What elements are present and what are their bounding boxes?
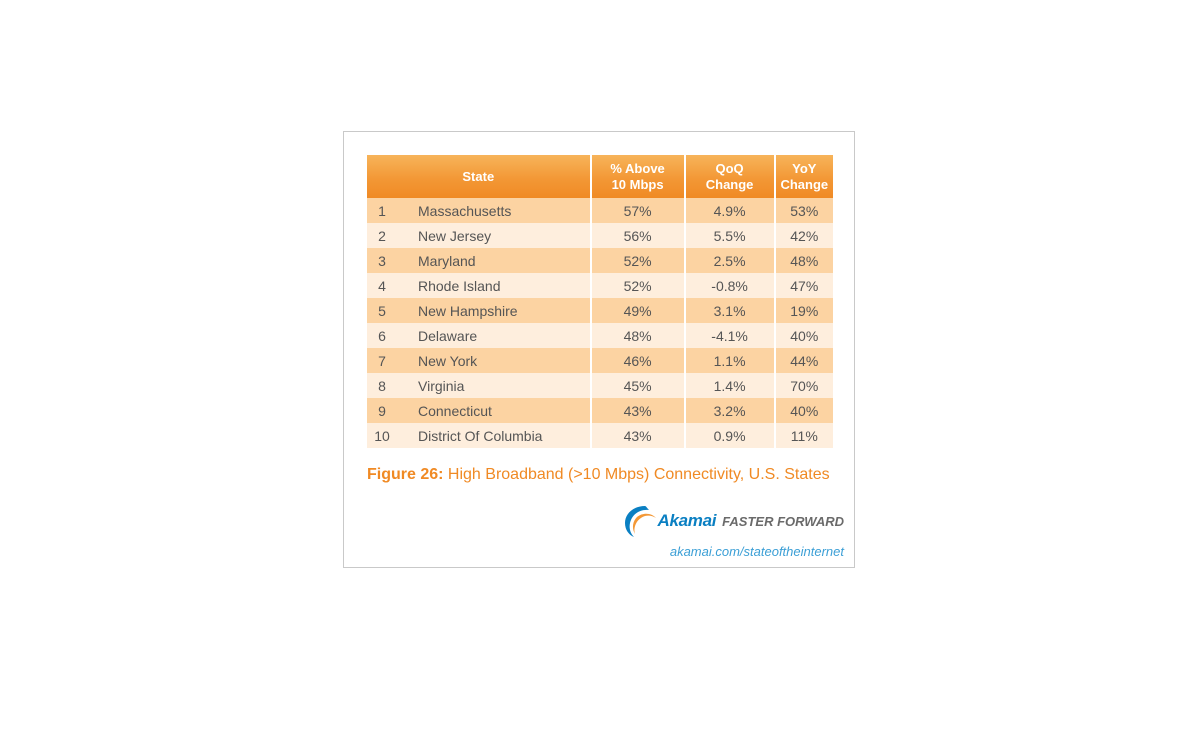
brand-tagline: FASTER FORWARD: [722, 513, 844, 529]
cell-qoq-change: 4.9%: [683, 198, 774, 223]
cell-yoy-change: 11%: [773, 423, 833, 448]
cell-rank: 10: [367, 423, 397, 448]
cell-rank: 2: [367, 223, 397, 248]
cell-qoq-change: 2.5%: [683, 248, 774, 273]
cell-yoy-change: 47%: [773, 273, 833, 298]
cell-pct-above: 52%: [589, 273, 684, 298]
header-state: State: [367, 155, 590, 198]
cell-qoq-change: 1.4%: [683, 373, 774, 398]
cell-yoy-change: 40%: [773, 323, 833, 348]
table-row: 2 New Jersey 56% 5.5% 42%: [367, 223, 833, 248]
source-url: akamai.com/stateoftheinternet: [669, 544, 844, 559]
table-row: 8 Virginia 45% 1.4% 70%: [367, 373, 833, 398]
cell-yoy-change: 19%: [773, 298, 833, 323]
cell-pct-above: 43%: [589, 423, 684, 448]
cell-qoq-change: 1.1%: [683, 348, 774, 373]
akamai-logo: Akamai FASTER FORWARD: [623, 504, 844, 538]
cell-rank: 7: [367, 348, 397, 373]
cell-pct-above: 57%: [589, 198, 684, 223]
cell-yoy-change: 44%: [773, 348, 833, 373]
cell-pct-above: 49%: [589, 298, 684, 323]
cell-rank: 9: [367, 398, 397, 423]
table-row: 7 New York 46% 1.1% 44%: [367, 348, 833, 373]
cell-qoq-change: 3.1%: [683, 298, 774, 323]
cell-rank: 1: [367, 198, 397, 223]
cell-state: New Jersey: [397, 223, 590, 248]
cell-state: Delaware: [397, 323, 590, 348]
cell-qoq-change: 3.2%: [683, 398, 774, 423]
cell-pct-above: 48%: [589, 323, 684, 348]
akamai-wave-icon: [625, 506, 657, 537]
cell-yoy-change: 53%: [773, 198, 833, 223]
table-row: 4 Rhode Island 52% -0.8% 47%: [367, 273, 833, 298]
cell-rank: 6: [367, 323, 397, 348]
cell-pct-above: 43%: [589, 398, 684, 423]
brand-name: Akamai: [657, 511, 717, 530]
table-row: 5 New Hampshire 49% 3.1% 19%: [367, 298, 833, 323]
cell-qoq-change: 0.9%: [683, 423, 774, 448]
cell-qoq-change: -0.8%: [683, 273, 774, 298]
header-pct-above: % Above 10 Mbps: [589, 155, 684, 198]
figure-number: Figure 26:: [367, 466, 444, 483]
header-qoq-change: QoQ Change: [683, 155, 774, 198]
cell-state: New Hampshire: [397, 298, 590, 323]
cell-qoq-change: 5.5%: [683, 223, 774, 248]
cell-rank: 5: [367, 298, 397, 323]
cell-rank: 8: [367, 373, 397, 398]
figure-card: State % Above 10 Mbps QoQ Change YoY Cha…: [343, 131, 855, 568]
cell-state: Maryland: [397, 248, 590, 273]
cell-state: Massachusetts: [397, 198, 590, 223]
cell-state: District Of Columbia: [397, 423, 590, 448]
table-row: 1 Massachusetts 57% 4.9% 53%: [367, 198, 833, 223]
table-row: 6 Delaware 48% -4.1% 40%: [367, 323, 833, 348]
cell-state: Connecticut: [397, 398, 590, 423]
figure-title: High Broadband (>10 Mbps) Connectivity, …: [447, 466, 830, 483]
cell-rank: 4: [367, 273, 397, 298]
table-body: 1 Massachusetts 57% 4.9% 53% 2 New Jersey 56% 5.…: [367, 198, 833, 448]
cell-yoy-change: 42%: [773, 223, 833, 248]
cell-pct-above: 52%: [589, 248, 684, 273]
cell-state: New York: [397, 348, 590, 373]
table-header-row: State % Above 10 Mbps QoQ Change YoY Cha…: [367, 155, 833, 198]
cell-rank: 3: [367, 248, 397, 273]
cell-yoy-change: 40%: [773, 398, 833, 423]
data-table: State % Above 10 Mbps QoQ Change YoY Cha…: [367, 155, 833, 448]
table-row: 3 Maryland 52% 2.5% 48%: [367, 248, 833, 273]
cell-pct-above: 46%: [589, 348, 684, 373]
table-row: 10 District Of Columbia 43% 0.9% 11%: [367, 423, 833, 448]
header-yoy-change: YoY Change: [773, 155, 833, 198]
figure-caption: Figure 26: High Broadband (>10 Mbps) Con…: [367, 466, 830, 484]
cell-state: Virginia: [397, 373, 590, 398]
cell-pct-above: 45%: [589, 373, 684, 398]
cell-state: Rhode Island: [397, 273, 590, 298]
cell-yoy-change: 48%: [773, 248, 833, 273]
cell-yoy-change: 70%: [773, 373, 833, 398]
cell-qoq-change: -4.1%: [683, 323, 774, 348]
cell-pct-above: 56%: [589, 223, 684, 248]
table-row: 9 Connecticut 43% 3.2% 40%: [367, 398, 833, 423]
